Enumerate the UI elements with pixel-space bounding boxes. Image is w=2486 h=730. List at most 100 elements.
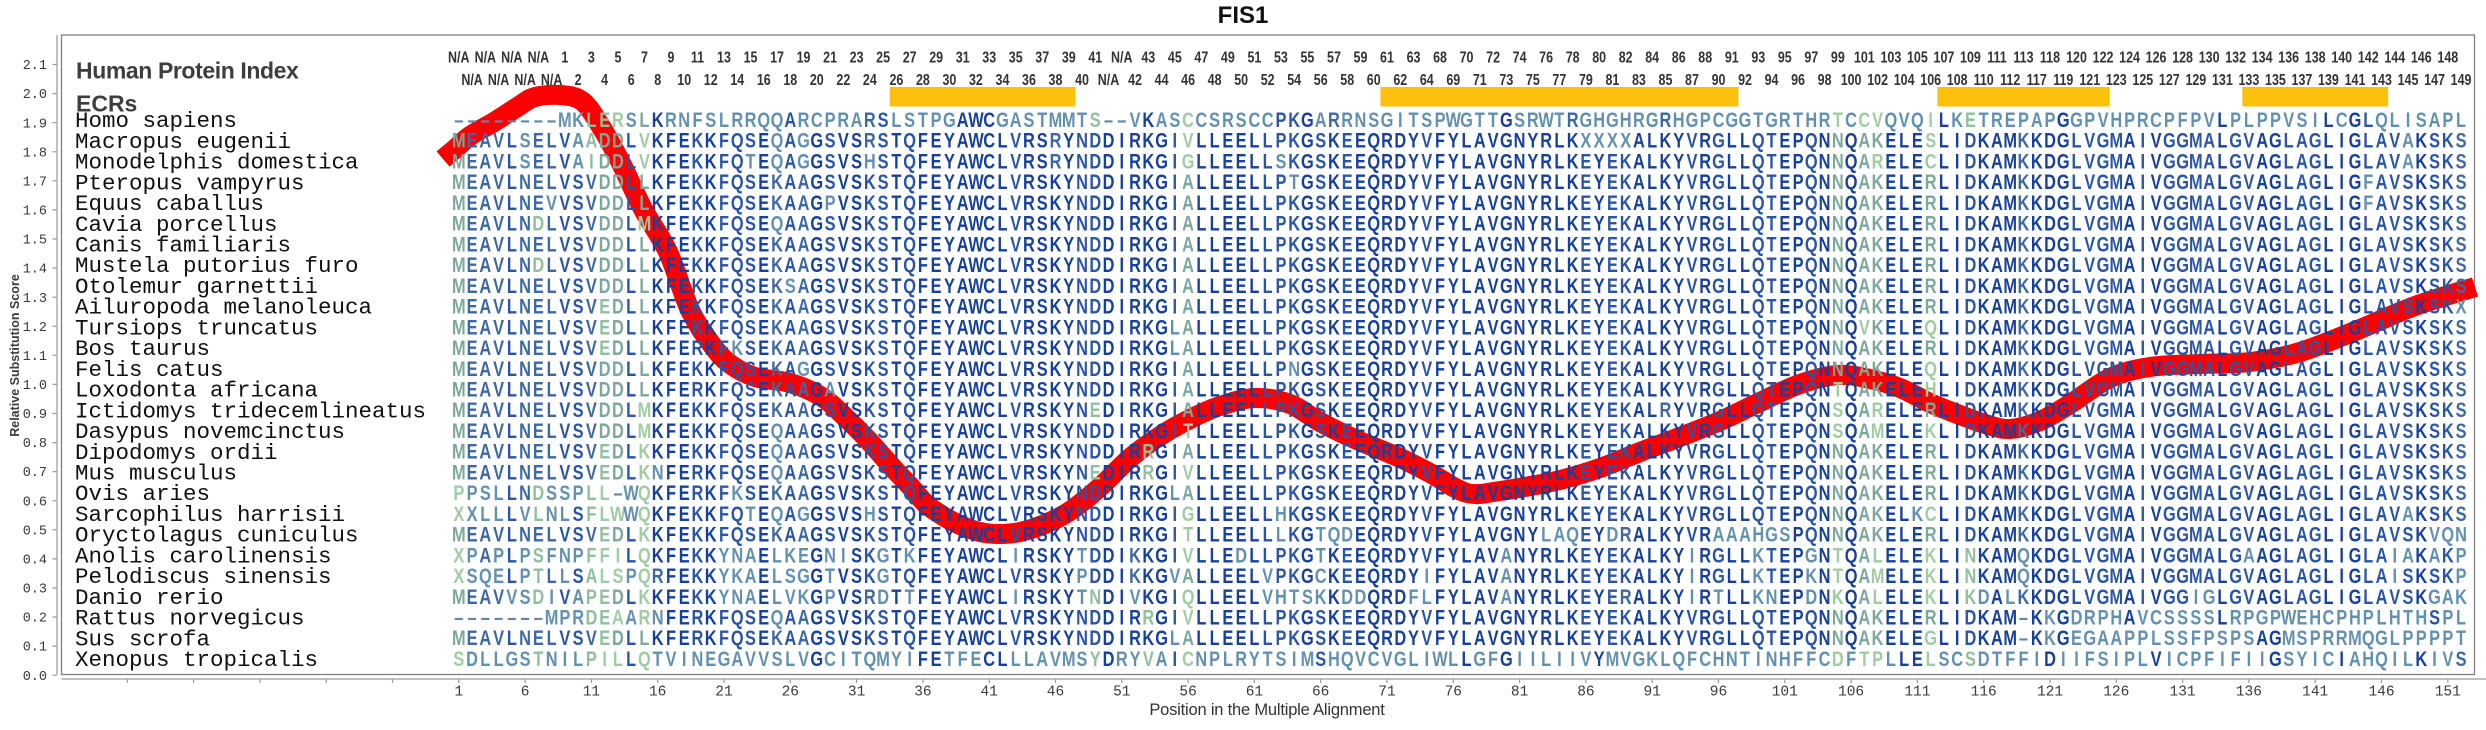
svg-text:94: 94 bbox=[1765, 72, 1779, 90]
svg-text:Macropus eugenii: Macropus eugenii bbox=[75, 129, 291, 155]
svg-text:123: 123 bbox=[2106, 72, 2127, 90]
svg-text:11: 11 bbox=[691, 49, 704, 67]
svg-text:Mus musculus: Mus musculus bbox=[75, 461, 237, 487]
svg-text:50: 50 bbox=[1234, 72, 1248, 90]
svg-text:105: 105 bbox=[1907, 49, 1928, 67]
svg-text:106: 106 bbox=[1920, 72, 1941, 90]
svg-text:16: 16 bbox=[757, 72, 771, 90]
svg-text:52: 52 bbox=[1261, 72, 1275, 90]
svg-text:6: 6 bbox=[628, 72, 635, 90]
svg-text:136: 136 bbox=[2278, 49, 2299, 67]
svg-text:108: 108 bbox=[1947, 72, 1968, 90]
svg-text:66: 66 bbox=[1312, 685, 1329, 701]
svg-text:131: 131 bbox=[2170, 685, 2196, 701]
svg-text:0.9: 0.9 bbox=[23, 408, 47, 423]
svg-text:15: 15 bbox=[744, 49, 758, 67]
svg-text:36: 36 bbox=[914, 685, 931, 701]
svg-text:141: 141 bbox=[2345, 72, 2366, 90]
svg-text:79: 79 bbox=[1579, 72, 1593, 90]
svg-text:56: 56 bbox=[1314, 72, 1328, 90]
svg-text:N/A: N/A bbox=[1111, 49, 1132, 67]
svg-text:N/A: N/A bbox=[488, 72, 509, 90]
svg-text:Bos taurus: Bos taurus bbox=[75, 336, 210, 362]
svg-text:11: 11 bbox=[583, 685, 600, 701]
svg-text:143: 143 bbox=[2371, 72, 2392, 90]
svg-text:25: 25 bbox=[876, 49, 890, 67]
svg-text:131: 131 bbox=[2212, 72, 2233, 90]
svg-text:0.8: 0.8 bbox=[23, 437, 47, 452]
svg-text:88: 88 bbox=[1698, 49, 1712, 67]
svg-text:Position in the Multiple Align: Position in the Multiple Alignment bbox=[1149, 701, 1385, 719]
svg-text:100: 100 bbox=[1841, 72, 1862, 90]
svg-text:Oryctolagus cuniculus: Oryctolagus cuniculus bbox=[75, 523, 359, 549]
svg-text:36: 36 bbox=[1022, 72, 1036, 90]
svg-text:119: 119 bbox=[2053, 72, 2073, 90]
svg-text:93: 93 bbox=[1751, 49, 1765, 67]
svg-text:146: 146 bbox=[2368, 685, 2394, 701]
svg-text:101: 101 bbox=[1772, 685, 1798, 701]
svg-text:0.3: 0.3 bbox=[23, 583, 47, 598]
svg-text:Ailuropoda melanoleuca: Ailuropoda melanoleuca bbox=[75, 295, 372, 321]
svg-text:42: 42 bbox=[1128, 72, 1142, 90]
svg-text:Loxodonta africana: Loxodonta africana bbox=[75, 378, 318, 404]
svg-text:63: 63 bbox=[1407, 49, 1421, 67]
svg-text:1.0: 1.0 bbox=[23, 379, 47, 394]
svg-text:29: 29 bbox=[929, 49, 943, 67]
svg-text:Sarcophilus harrisii: Sarcophilus harrisii bbox=[75, 502, 345, 528]
svg-text:Sus scrofa: Sus scrofa bbox=[75, 626, 210, 652]
svg-text:73: 73 bbox=[1499, 72, 1513, 90]
svg-text:69: 69 bbox=[1446, 72, 1460, 90]
svg-text:21: 21 bbox=[823, 49, 837, 67]
svg-text:Xenopus tropicalis: Xenopus tropicalis bbox=[75, 647, 318, 673]
svg-text:FIS1: FIS1 bbox=[1218, 2, 1269, 29]
svg-text:55: 55 bbox=[1301, 49, 1315, 67]
svg-text:24: 24 bbox=[863, 72, 877, 90]
svg-text:95: 95 bbox=[1778, 49, 1792, 67]
svg-text:39: 39 bbox=[1062, 49, 1076, 67]
svg-text:144: 144 bbox=[2384, 49, 2405, 67]
svg-text:35: 35 bbox=[1009, 49, 1023, 67]
svg-text:2.1: 2.1 bbox=[23, 59, 47, 74]
svg-text:41: 41 bbox=[980, 685, 997, 701]
svg-text:85: 85 bbox=[1659, 72, 1673, 90]
svg-text:139: 139 bbox=[2318, 72, 2339, 90]
svg-text:27: 27 bbox=[903, 49, 917, 67]
svg-text:26: 26 bbox=[889, 72, 903, 90]
svg-text:2.0: 2.0 bbox=[23, 88, 47, 103]
svg-text:62: 62 bbox=[1393, 72, 1407, 90]
svg-text:72: 72 bbox=[1486, 49, 1500, 67]
svg-text:1.1: 1.1 bbox=[23, 350, 47, 365]
svg-text:37: 37 bbox=[1035, 49, 1049, 67]
svg-text:21: 21 bbox=[715, 685, 732, 701]
svg-text:1.3: 1.3 bbox=[23, 292, 47, 307]
svg-text:16: 16 bbox=[649, 685, 666, 701]
svg-text:N/A: N/A bbox=[514, 72, 535, 90]
svg-text:1: 1 bbox=[454, 685, 463, 701]
svg-text:78: 78 bbox=[1566, 49, 1580, 67]
svg-text:135: 135 bbox=[2265, 72, 2286, 90]
svg-text:ECRs: ECRs bbox=[76, 91, 137, 117]
svg-text:76: 76 bbox=[1539, 49, 1553, 67]
svg-text:112: 112 bbox=[2000, 72, 2020, 90]
svg-text:86: 86 bbox=[1577, 685, 1594, 701]
svg-text:132: 132 bbox=[2225, 49, 2246, 67]
svg-text:13: 13 bbox=[717, 49, 731, 67]
svg-text:61: 61 bbox=[1380, 49, 1394, 67]
svg-text:Ictidomys tridecemlineatus: Ictidomys tridecemlineatus bbox=[75, 398, 426, 424]
svg-text:110: 110 bbox=[1974, 72, 1994, 90]
svg-text:Equus caballus: Equus caballus bbox=[75, 191, 264, 217]
svg-text:117: 117 bbox=[2027, 72, 2047, 90]
svg-text:6: 6 bbox=[521, 685, 530, 701]
svg-text:58: 58 bbox=[1340, 72, 1354, 90]
svg-text:0.2: 0.2 bbox=[23, 612, 47, 627]
svg-text:49: 49 bbox=[1221, 49, 1235, 67]
svg-text:76: 76 bbox=[1445, 685, 1462, 701]
svg-text:120: 120 bbox=[2066, 49, 2087, 67]
svg-text:97: 97 bbox=[1804, 49, 1818, 67]
